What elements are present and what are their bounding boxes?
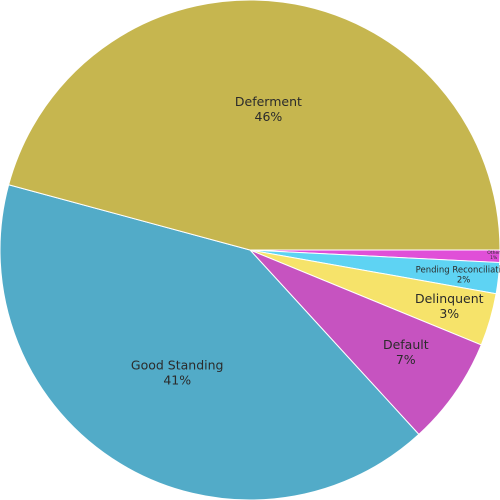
slice-good-standing[interactable] <box>0 184 420 500</box>
slice-label-deferment: Deferment <box>235 94 302 109</box>
slice-label-good-standing: Good Standing <box>131 358 224 373</box>
slice-label-default: Default <box>383 337 429 352</box>
slice-label-delinquent: Delinquent <box>415 291 484 306</box>
slice-percent-other: 1% <box>490 255 498 261</box>
slice-percent-delinquent: 3% <box>439 306 459 321</box>
slice-percent-deferment: 46% <box>255 109 283 124</box>
slice-percent-default: 7% <box>396 352 416 367</box>
slice-deferment[interactable] <box>8 0 500 251</box>
slice-percent-good-standing: 41% <box>163 373 191 388</box>
slice-percent-pending-reconciliation: 2% <box>457 275 471 285</box>
slice-label-other: Other <box>487 250 500 256</box>
slice-label-pending-reconciliation: Pending Reconciliation <box>416 265 500 275</box>
slice-default[interactable] <box>249 249 482 436</box>
